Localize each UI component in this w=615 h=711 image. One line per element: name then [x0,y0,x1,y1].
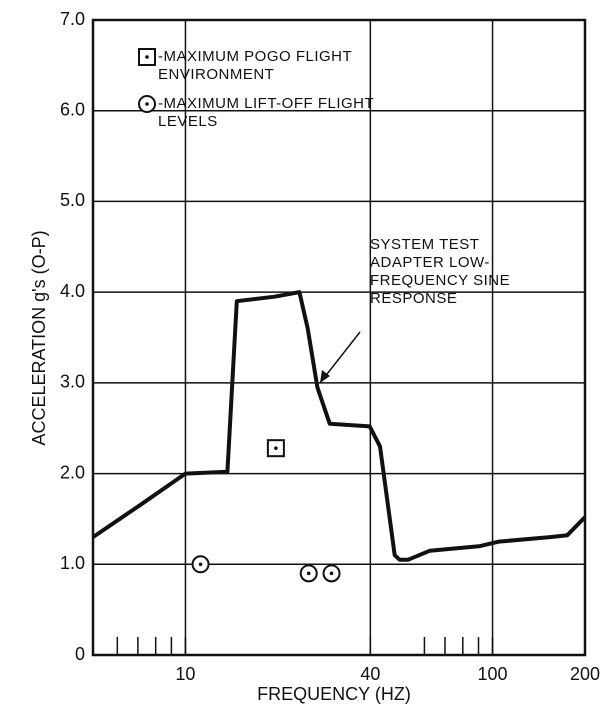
x-axis-label: FREQUENCY (HZ) [257,684,411,704]
legend-entry: -MAXIMUM POGO FLIGHT ENVIRONMENT [158,48,353,83]
marker-dot [329,571,334,576]
y-tick-label: 3.0 [60,372,85,392]
y-tick-label: 0 [75,644,85,664]
arrow-head [320,370,330,383]
y-axis-label: ACCELERATION g's (O-P) [29,230,49,445]
annotation: SYSTEM TEST ADAPTER LOW- FREQUENCY SINE … [370,236,511,307]
y-tick-label: 6.0 [60,99,85,119]
y-tick-label: 4.0 [60,281,85,301]
marker-dot [274,446,278,450]
x-tick-label: 100 [478,664,508,684]
y-tick-label: 2.0 [60,462,85,482]
y-tick-label: 7.0 [60,9,85,29]
legend-entry: -MAXIMUM LIFT-OFF FLIGHT LEVELS [158,95,375,130]
marker-dot [306,571,311,576]
x-tick-label: 200 [570,664,600,684]
marker-dot [198,562,203,567]
marker-dot [145,55,149,59]
x-tick-label: 10 [175,664,195,684]
x-tick-label: 40 [360,664,380,684]
response-curve [91,290,587,562]
marker-dot [145,102,149,106]
y-tick-label: 1.0 [60,553,85,573]
plot-frame [91,18,587,657]
y-tick-label: 5.0 [60,190,85,210]
